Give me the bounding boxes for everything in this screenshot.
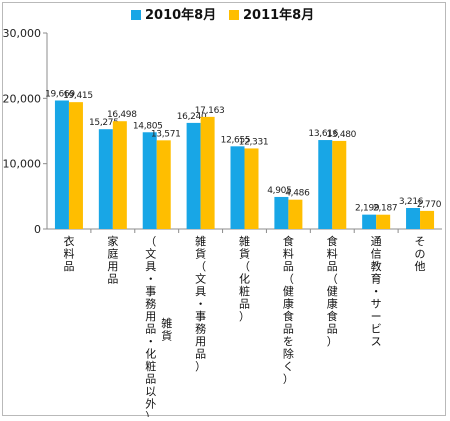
bar [376,214,391,229]
x-tick-label: 食料品（健康食品を除く） [283,234,294,386]
legend-swatch [131,10,141,20]
bar [54,100,69,229]
bar [362,214,377,229]
data-label: 19,415 [63,91,93,101]
bar [420,210,435,229]
bar [112,121,127,229]
legend-swatch [229,10,239,20]
x-tick-label: 家庭用品 [107,234,118,286]
data-label: 12,655 [221,135,251,145]
x-tick-label: （文具・事務用品・化粧品以外）雑貨 [145,235,172,417]
bar [274,196,289,229]
y-tick-label: 20,000 [3,92,41,105]
data-label: 13,480 [326,130,356,140]
data-label: 12,331 [239,137,269,147]
data-label: 13,616 [308,129,338,139]
bar [406,207,421,229]
data-label: 2,199 [355,204,380,214]
data-label: 17,163 [195,106,225,116]
y-tick-label: 30,000 [3,27,41,40]
bar [318,140,333,229]
bar [98,129,113,229]
x-tick-label: 雑貨（化粧品） [239,234,250,323]
legend-label: 2010年8月 [145,7,216,23]
bar [186,122,201,229]
x-tick-label: 食料品（健康食品） [327,234,338,348]
data-label: 4,486 [285,189,310,199]
data-label: 14,805 [133,121,163,131]
data-label: 16,240 [177,112,207,122]
bar [288,199,303,229]
bar [156,140,171,229]
x-tick-label: 衣料品 [63,234,74,273]
data-label: 16,498 [107,110,137,120]
data-label: 2,770 [417,200,442,210]
bar [68,102,83,229]
bar [230,146,245,229]
bar [332,140,347,229]
x-tick-label: その他 [415,235,426,273]
x-tick-label: 雑貨（文具・事務用品） [195,234,206,373]
y-tick-label: 10,000 [3,158,41,171]
bar [244,148,259,229]
data-label: 4,905 [267,186,291,196]
data-label: 15,275 [89,118,119,128]
bar [142,132,157,229]
bar [200,116,215,229]
data-label: 19,669 [45,89,75,99]
data-label: 13,571 [151,129,181,139]
data-label: 3,216 [399,197,424,207]
y-tick-label: 0 [34,223,41,236]
x-tick-label: 通信教育・サービス [371,235,382,348]
data-label: 2,187 [373,204,397,214]
legend-label: 2011年8月 [243,7,314,23]
